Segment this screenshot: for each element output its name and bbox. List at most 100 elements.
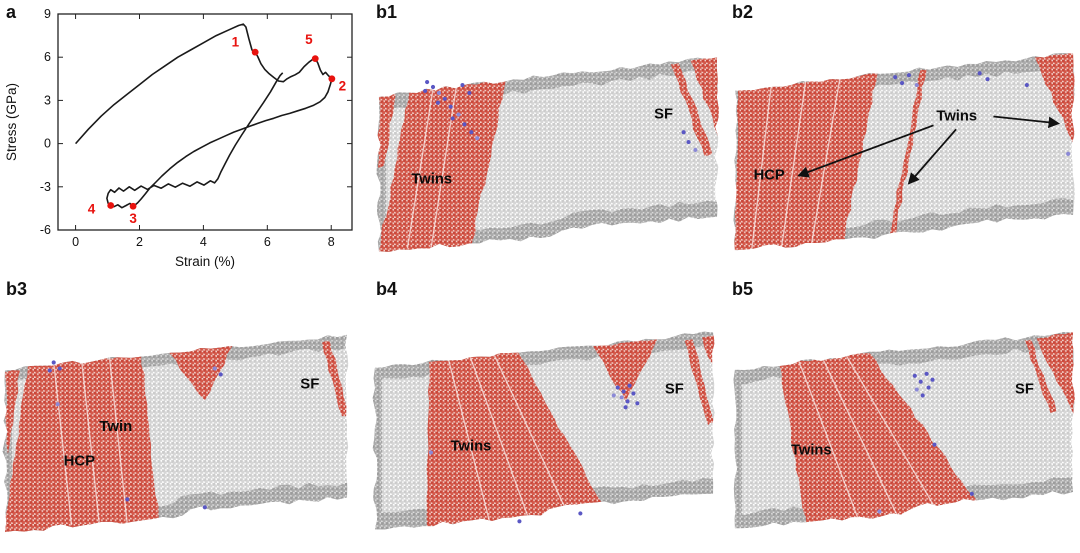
md-snapshot-b5: Twins SF bbox=[733, 332, 1076, 529]
defect-atom bbox=[467, 90, 472, 95]
twin-region bbox=[1024, 339, 1057, 414]
defect-atom bbox=[686, 140, 691, 145]
defect-atom bbox=[693, 147, 698, 152]
defect-atom bbox=[906, 73, 911, 78]
panel-b1: b1 Twins SF bbox=[368, 0, 724, 276]
panel-b2: b2 HCP Twins bbox=[724, 0, 1080, 276]
twin-boundary-line bbox=[469, 356, 530, 521]
defect-atom bbox=[912, 373, 917, 378]
defect-atom bbox=[423, 88, 428, 93]
panel-b3-label: b3 bbox=[6, 279, 28, 299]
md-snapshot-b4: Twins SF bbox=[372, 331, 715, 530]
defect-atom bbox=[621, 389, 626, 394]
x-tick-label: 4 bbox=[200, 235, 207, 249]
defect-atom bbox=[460, 82, 465, 88]
state-point-label: 5 bbox=[305, 32, 313, 47]
defect-atom bbox=[893, 75, 898, 80]
x-tick-label: 8 bbox=[328, 235, 335, 249]
defect-atom bbox=[456, 112, 461, 117]
twin-region bbox=[684, 339, 715, 425]
defect-atom bbox=[877, 509, 882, 514]
panel-b5-label: b5 bbox=[732, 279, 754, 299]
state-point-1 bbox=[251, 48, 259, 56]
y-tick-label: 3 bbox=[44, 93, 51, 107]
defect-atom bbox=[627, 383, 632, 388]
defect-atom bbox=[442, 96, 447, 101]
defect-atom bbox=[918, 379, 923, 384]
defect-atom bbox=[1024, 82, 1029, 88]
twin-boundary-line bbox=[780, 81, 807, 251]
panel-b5: b5 Twins SF bbox=[724, 277, 1080, 553]
y-axis-label: Stress (GPa) bbox=[4, 83, 19, 161]
defect-atom bbox=[635, 401, 640, 406]
twin-boundary-line bbox=[493, 353, 570, 516]
defect-atom bbox=[920, 393, 925, 398]
defect-atom bbox=[914, 387, 919, 392]
y-tick-label: 6 bbox=[44, 50, 51, 64]
twin-region bbox=[593, 339, 658, 402]
defect-atom bbox=[926, 385, 931, 390]
defect-atom bbox=[448, 104, 453, 109]
twin-region bbox=[169, 345, 233, 401]
state-point-2 bbox=[328, 75, 336, 83]
twin-region bbox=[322, 340, 349, 417]
y-tick-label: -6 bbox=[40, 223, 51, 237]
twin-region bbox=[702, 335, 715, 374]
annotation-label: Twin bbox=[99, 419, 132, 435]
defect-atom bbox=[578, 511, 583, 516]
defect-atom bbox=[914, 82, 919, 88]
twin-region bbox=[733, 73, 878, 251]
x-axis-label: Strain (%) bbox=[175, 254, 235, 269]
defect-atom bbox=[436, 90, 441, 95]
defect-atom bbox=[469, 130, 474, 135]
y-tick-label: 9 bbox=[44, 7, 51, 21]
defect-atom bbox=[435, 100, 440, 105]
defect-atom bbox=[611, 393, 616, 398]
defect-atom bbox=[625, 399, 630, 404]
state-point-label: 1 bbox=[232, 34, 240, 49]
twin-boundary-line bbox=[447, 359, 491, 524]
twin-boundary-line bbox=[53, 362, 73, 526]
twin-region bbox=[1034, 52, 1076, 146]
defect-atom bbox=[462, 122, 467, 127]
defect-atom bbox=[202, 505, 207, 510]
annotation-label: Twins bbox=[791, 442, 832, 458]
twin-region bbox=[426, 351, 606, 528]
twin-boundary-line bbox=[821, 357, 900, 520]
x-tick-label: 0 bbox=[72, 235, 79, 249]
twin-region bbox=[377, 80, 506, 252]
twin-boundary-line bbox=[798, 360, 861, 524]
annotation-label: SF bbox=[654, 106, 673, 122]
state-point-label: 2 bbox=[339, 78, 347, 93]
defect-atom bbox=[899, 81, 905, 86]
defect-atom bbox=[57, 366, 62, 371]
defect-atom bbox=[623, 405, 628, 410]
state-point-3 bbox=[129, 202, 137, 210]
defect-atom bbox=[51, 360, 56, 365]
twin-region bbox=[1036, 332, 1076, 416]
defect-atom bbox=[428, 450, 434, 455]
defect-atom bbox=[977, 71, 982, 76]
twin-region bbox=[3, 354, 160, 533]
twin-region bbox=[690, 57, 720, 137]
defect-atom bbox=[517, 519, 522, 524]
defect-atom bbox=[430, 84, 436, 90]
defect-atom bbox=[619, 395, 624, 400]
md-snapshot-b1: Twins SF bbox=[376, 57, 720, 252]
x-tick-label: 6 bbox=[264, 235, 271, 249]
twin-boundary-line bbox=[80, 359, 101, 526]
panel-b4-label: b4 bbox=[376, 279, 398, 299]
defect-atom bbox=[425, 80, 430, 85]
slab-layers bbox=[372, 331, 715, 530]
twin-region bbox=[670, 63, 713, 156]
left-end-surface bbox=[372, 362, 382, 530]
twin-region bbox=[4, 370, 20, 454]
defect-atom bbox=[681, 130, 686, 135]
defect-atom bbox=[1066, 151, 1071, 156]
annotation-arrow bbox=[993, 115, 1061, 129]
twin-region bbox=[779, 353, 980, 528]
annotation-label: Twins bbox=[411, 171, 452, 187]
plot-frame bbox=[57, 13, 353, 231]
defect-atom bbox=[125, 497, 130, 502]
annotation-label: Twins bbox=[936, 108, 977, 124]
